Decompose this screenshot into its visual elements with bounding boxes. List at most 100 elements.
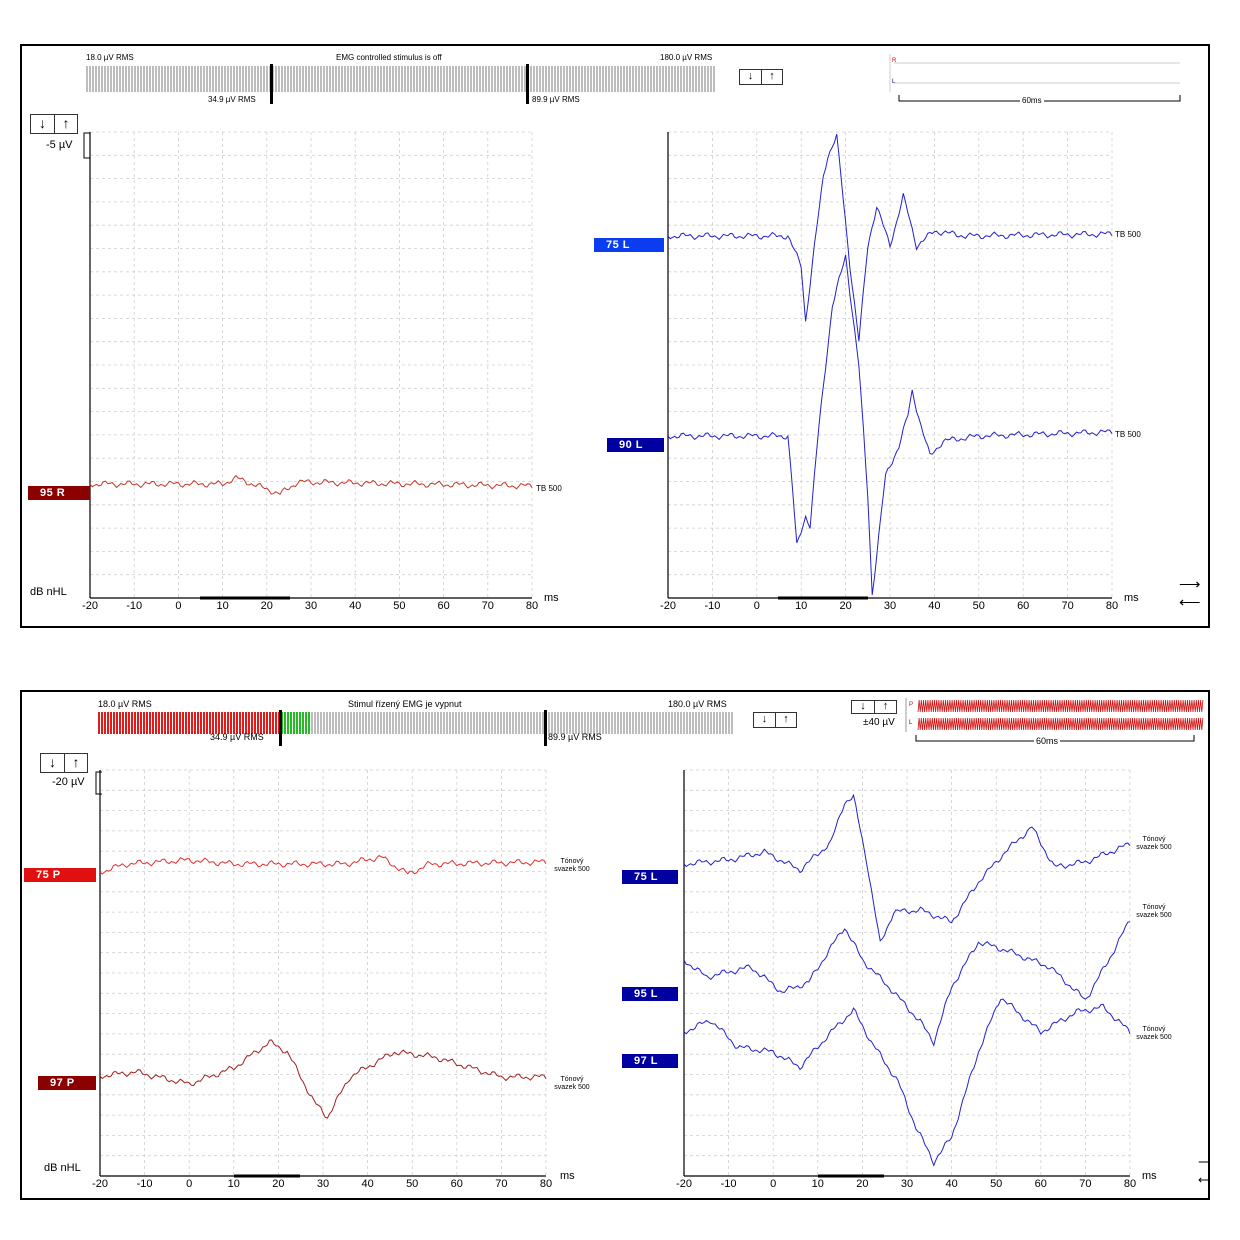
x-tick-label: 80 <box>539 1178 553 1190</box>
threshold-down-button[interactable]: ↓ <box>747 70 754 82</box>
amplitude-down-button[interactable]: ↓ <box>860 700 866 712</box>
emg-segment <box>509 712 511 734</box>
emg-segment <box>311 712 313 734</box>
scale-up-button[interactable]: ↑ <box>64 754 87 772</box>
emg-status: Stimul řízený EMG je vypnut <box>348 699 462 709</box>
shift-left-button[interactable]: ⟵ <box>1179 594 1201 611</box>
emg-segment <box>539 66 541 92</box>
emg-segment <box>509 66 511 92</box>
emg-segment <box>605 712 607 734</box>
emg-segment <box>425 66 427 92</box>
rms-min-label: 18.0 µV RMS <box>86 53 134 62</box>
emg-segment <box>98 712 100 734</box>
emg-segment <box>308 712 310 734</box>
shift-right-button[interactable]: ⟶ <box>1179 576 1201 593</box>
unit-y-label: dB nHL <box>30 586 67 598</box>
emg-segment <box>215 66 217 92</box>
label-line: Tónový <box>1142 904 1166 911</box>
emg-segment <box>671 712 673 734</box>
trace-tag-90l[interactable]: 90 L <box>607 438 664 452</box>
scale-down-button[interactable]: ↓ <box>49 754 56 770</box>
emg-segment <box>95 66 97 92</box>
emg-segment <box>107 712 109 734</box>
emg-segment <box>155 712 157 734</box>
emg-segment <box>272 712 274 734</box>
emg-segment <box>452 66 454 92</box>
label-line: Tónový <box>1142 1026 1166 1033</box>
threshold-down-button[interactable]: ↓ <box>761 713 768 725</box>
emg-segment <box>236 66 238 92</box>
emg-segment <box>329 712 331 734</box>
scale-up-button[interactable]: ↑ <box>54 115 77 133</box>
emg-segment <box>86 66 88 92</box>
emg-segment <box>659 712 661 734</box>
x-tick-label: -10 <box>126 600 143 612</box>
trace-tag-75l[interactable]: 75 L <box>594 238 664 252</box>
shift-left-button[interactable]: ⟵ <box>1198 1174 1208 1186</box>
monitor-l-signal <box>917 717 1204 731</box>
emg-segment <box>164 712 166 734</box>
emg-segment <box>263 712 265 734</box>
emg-segment <box>554 66 556 92</box>
emg-segment <box>599 66 601 92</box>
rms-max-label: 180.0 µV RMS <box>660 53 713 62</box>
emg-segment <box>506 712 508 734</box>
trace-tag-97l[interactable]: 97 L <box>622 1054 678 1068</box>
emg-segment <box>401 66 403 92</box>
emg-segment <box>137 66 139 92</box>
emg-segment <box>218 66 220 92</box>
emg-segment <box>662 712 664 734</box>
emg-segment <box>434 712 436 734</box>
emg-segment <box>113 712 115 734</box>
emg-segment <box>581 712 583 734</box>
x-tick-label: 30 <box>316 1178 330 1190</box>
shift-right-button[interactable]: ⟶ <box>1198 1156 1208 1168</box>
emg-segment <box>122 712 124 734</box>
emg-segment <box>485 712 487 734</box>
emg-segment <box>629 712 631 734</box>
trace-tag-75p[interactable]: 75 P <box>24 868 96 882</box>
trace-tag-95r[interactable]: 95 R <box>28 486 90 500</box>
emg-segment <box>446 712 448 734</box>
emg-segment <box>593 66 595 92</box>
threshold-up-button[interactable]: ↑ <box>775 713 796 727</box>
trace-tag-95l[interactable]: 95 L <box>622 987 678 1001</box>
x-tick-label: -20 <box>676 1178 692 1190</box>
emg-segment <box>302 66 304 92</box>
scale-down-button[interactable]: ↓ <box>39 115 46 131</box>
x-tick-label: -20 <box>92 1178 108 1190</box>
emg-segment <box>107 66 109 92</box>
emg-segment <box>389 712 391 734</box>
emg-segment <box>533 712 535 734</box>
emg-segment <box>161 712 163 734</box>
emg-segment <box>122 66 124 92</box>
trace-tag-75l[interactable]: 75 L <box>622 870 678 884</box>
emg-segment <box>116 712 118 734</box>
x-tick-label: 50 <box>406 1178 419 1190</box>
threshold-up-button[interactable]: ↑ <box>761 70 782 84</box>
emg-segment <box>557 712 559 734</box>
emg-segment <box>608 712 610 734</box>
emg-segment <box>590 712 592 734</box>
emg-segment <box>134 712 136 734</box>
emg-segment <box>338 66 340 92</box>
bottom-panel: 18.0 µV RMS Stimul řízený EMG je vypnut … <box>20 690 1210 1200</box>
emg-segment <box>722 712 724 734</box>
emg-segment <box>212 712 214 734</box>
emg-segment <box>392 712 394 734</box>
scale-bracket <box>95 771 102 795</box>
emg-segment <box>317 712 319 734</box>
emg-segment <box>452 712 454 734</box>
emg-segment <box>224 712 226 734</box>
amplitude-buttons: ↓ ↑ <box>851 700 897 714</box>
emg-segment <box>593 712 595 734</box>
emg-segment <box>248 712 250 734</box>
emg-segment <box>395 66 397 92</box>
emg-segment <box>512 66 514 92</box>
amplitude-up-button[interactable]: ↑ <box>874 701 896 713</box>
emg-segment <box>365 66 367 92</box>
emg-segment <box>608 66 610 92</box>
emg-segment <box>239 712 241 734</box>
emg-segment <box>383 66 385 92</box>
trace-tag-97p[interactable]: 97 P <box>38 1076 96 1090</box>
